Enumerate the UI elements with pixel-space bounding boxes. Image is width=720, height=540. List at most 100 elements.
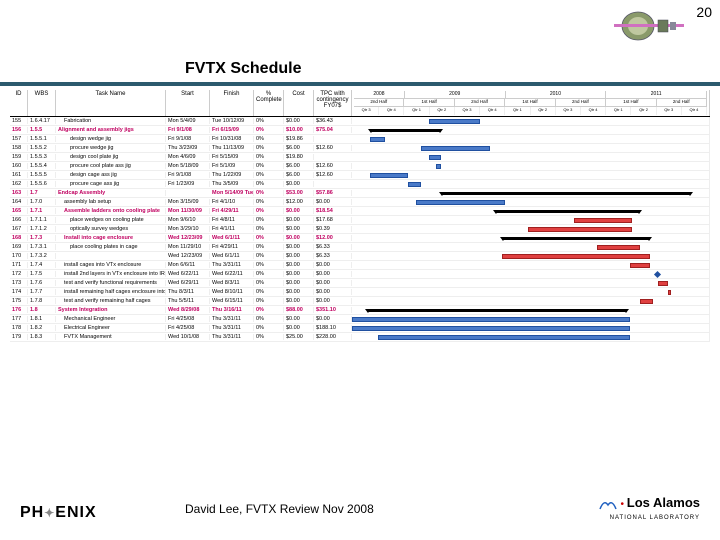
col-task: Task Name xyxy=(56,90,166,116)
cell-finish: Thu 3/16/11 xyxy=(210,307,254,313)
cell-cost: $0.00 xyxy=(284,217,314,223)
cell-tpc: $0.00 xyxy=(314,280,352,286)
gantt-cell xyxy=(352,225,710,234)
cell-pct: 0% xyxy=(254,163,284,169)
cell-pct: 0% xyxy=(254,154,284,160)
cell-task: test and verify functional requirements xyxy=(56,280,166,286)
half-cell: 2nd Half xyxy=(556,99,606,107)
cell-wbs: 1.7.3.1 xyxy=(28,244,56,250)
cell-pct: 0% xyxy=(254,181,284,187)
cell-tpc: $188.10 xyxy=(314,325,352,331)
cell-tpc: $18.54 xyxy=(314,208,352,214)
gantt-bar xyxy=(367,309,627,312)
gantt-bar xyxy=(429,119,480,124)
cell-pct: 0% xyxy=(254,217,284,223)
cell-id: 172 xyxy=(10,271,28,277)
qtr-cell: Qtr 4 xyxy=(581,107,606,115)
cell-id: 168 xyxy=(10,235,28,241)
cell-wbs: 1.7.1 xyxy=(28,208,56,214)
gantt-bar xyxy=(421,146,490,151)
cell-id: 171 xyxy=(10,262,28,268)
cell-cost: $12.00 xyxy=(284,199,314,205)
cell-finish: Wed 6/15/11 xyxy=(210,298,254,304)
cell-finish: Wed 8/3/11 xyxy=(210,280,254,286)
cell-id: 162 xyxy=(10,181,28,187)
cell-finish: Thu 3/31/11 xyxy=(210,334,254,340)
qtr-cell: Qtr 3 xyxy=(556,107,581,115)
half-cell: 2nd Half xyxy=(354,99,404,107)
cell-pct: 0% xyxy=(254,289,284,295)
cell-wbs: 1.8 xyxy=(28,307,56,313)
half-cell: 2nd Half xyxy=(455,99,505,107)
cell-finish: Fri 5/15/09 xyxy=(210,154,254,160)
cell-cost: $0.00 xyxy=(284,289,314,295)
cell-task: design cage ass jig xyxy=(56,172,166,178)
cell-tpc: $351.10 xyxy=(314,307,352,313)
gantt-bar xyxy=(597,245,640,250)
cell-start: Fri 4/25/08 xyxy=(166,325,210,331)
col-start: Start xyxy=(166,90,210,116)
milestone-marker xyxy=(654,270,661,277)
cell-pct: 0% xyxy=(254,136,284,142)
cell-cost: $10.00 xyxy=(284,127,314,133)
cell-finish: Mon 5/14/09 Tue 10/25/11 xyxy=(210,190,254,196)
cell-pct: 0% xyxy=(254,172,284,178)
cell-start: Mon 11/30/09 xyxy=(166,208,210,214)
cell-finish: Fri 10/31/08 xyxy=(210,136,254,142)
footer-text: David Lee, FVTX Review Nov 2008 xyxy=(185,502,374,516)
gantt-cell xyxy=(352,135,710,144)
cell-tpc: $75.04 xyxy=(314,127,352,133)
cell-start: Fri 9/1/08 xyxy=(166,127,210,133)
cell-id: 156 xyxy=(10,127,28,133)
cell-finish: Fri 4/8/11 xyxy=(210,217,254,223)
cell-pct: 0% xyxy=(254,190,284,196)
cell-id: 161 xyxy=(10,172,28,178)
star-icon: ✦ xyxy=(44,506,55,520)
cell-id: 166 xyxy=(10,217,28,223)
cell-finish: Fri 6/15/09 xyxy=(210,127,254,133)
cell-finish: Fri 4/29/11 xyxy=(210,244,254,250)
qtr-cell: Qtr 3 xyxy=(455,107,480,115)
cell-task: FVTX Management xyxy=(56,334,166,340)
cell-wbs: 1.7 xyxy=(28,190,56,196)
gantt-bar xyxy=(502,237,650,240)
cell-id: 159 xyxy=(10,154,28,160)
gantt-bar xyxy=(658,281,668,286)
cell-cost: $0.00 xyxy=(284,298,314,304)
cell-task: optically survey wedges xyxy=(56,226,166,232)
cell-wbs: 1.7.8 xyxy=(28,298,56,304)
cell-task: Assemble ladders onto cooling plate xyxy=(56,208,166,214)
cell-start: Thu 8/3/11 xyxy=(166,289,210,295)
cell-task: procure wedge jig xyxy=(56,145,166,151)
cell-id: 174 xyxy=(10,289,28,295)
cell-pct: 0% xyxy=(254,307,284,313)
cell-task: Mechanical Engineer xyxy=(56,316,166,322)
cell-tpc: $228.00 xyxy=(314,334,352,340)
cell-tpc: $17.68 xyxy=(314,217,352,223)
cell-tpc: $12.60 xyxy=(314,163,352,169)
cell-tpc: $12.60 xyxy=(314,172,352,178)
cell-start: Mon 4/6/09 xyxy=(166,154,210,160)
cell-wbs: 1.8.2 xyxy=(28,325,56,331)
qtr-cell: Qtr 4 xyxy=(379,107,404,115)
cell-tpc: $0.00 xyxy=(314,271,352,277)
cell-finish: Wed 8/10/11 xyxy=(210,289,254,295)
cell-id: 169 xyxy=(10,244,28,250)
cell-pct: 0% xyxy=(254,145,284,151)
gantt-cell xyxy=(352,297,710,306)
cell-pct: 0% xyxy=(254,208,284,214)
cell-wbs: 1.7.4 xyxy=(28,262,56,268)
cell-wbs: 1.7.0 xyxy=(28,199,56,205)
gantt-cell xyxy=(352,243,710,252)
cell-pct: 0% xyxy=(254,325,284,331)
cell-pct: 0% xyxy=(254,280,284,286)
cell-finish: Wed 6/1/11 xyxy=(210,253,254,259)
cell-id: 179 xyxy=(10,334,28,340)
gantt-cell xyxy=(352,306,710,315)
cell-cost: $0.00 xyxy=(284,118,314,124)
gantt-bar xyxy=(640,299,653,304)
phenix-ph: PH xyxy=(20,504,44,521)
half-cell: 1st Half xyxy=(505,99,555,107)
cell-tpc: $57.86 xyxy=(314,190,352,196)
gantt-bar xyxy=(408,182,421,187)
